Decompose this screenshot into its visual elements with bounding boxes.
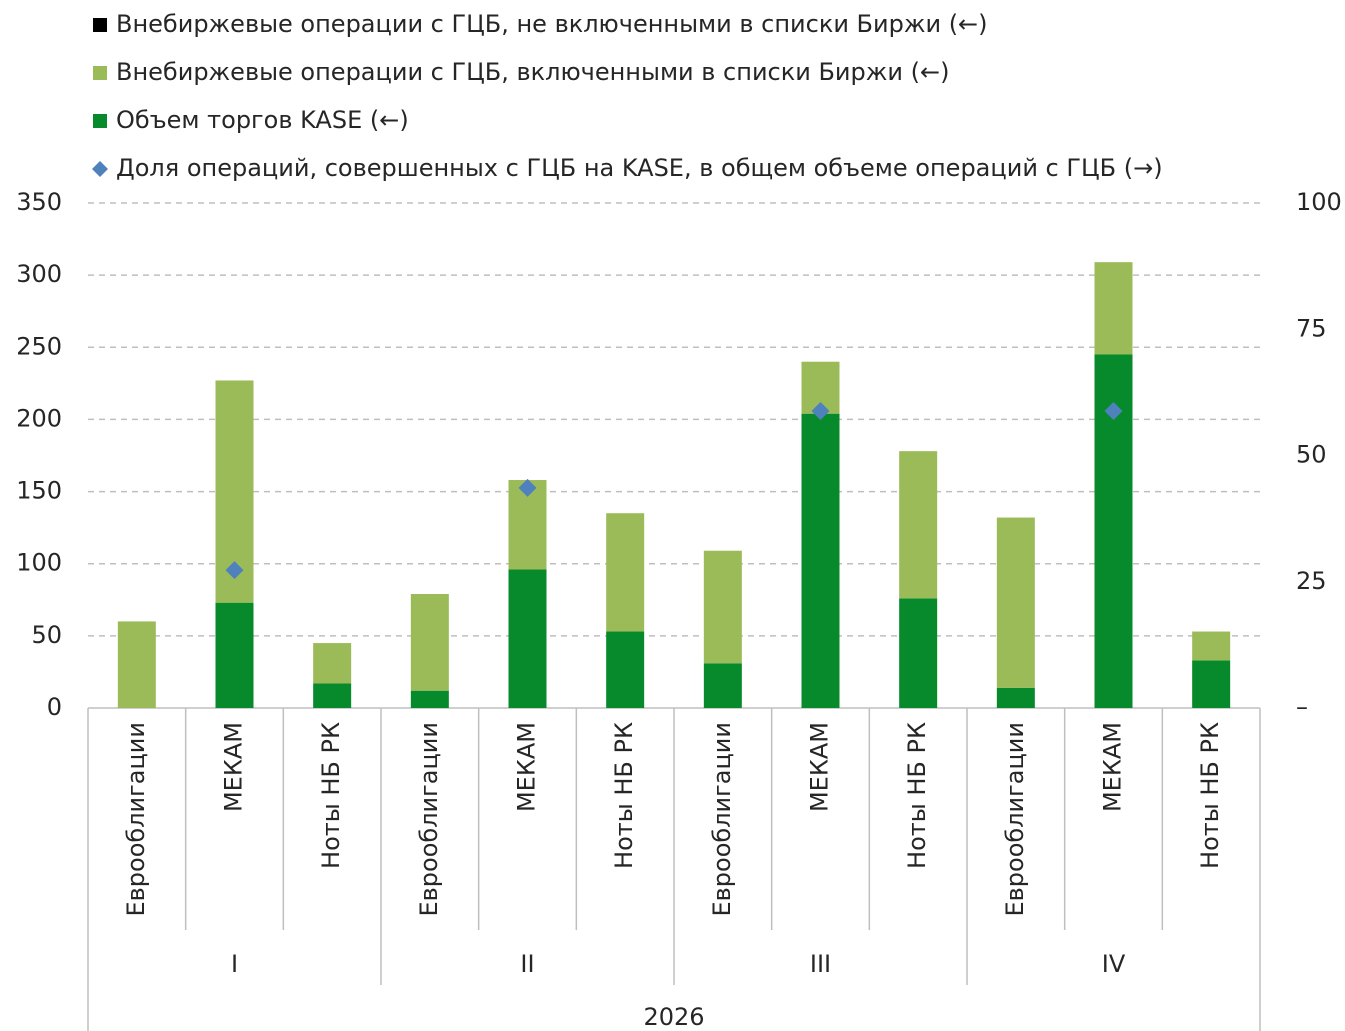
legend-label: Внебиржевые операции с ГЦБ, включенными … <box>116 58 949 86</box>
y-tick-label: 150 <box>16 477 62 505</box>
bar-segment <box>410 594 449 691</box>
legend-label: Доля операций, совершенных с ГЦБ на KASE… <box>116 154 1163 182</box>
x-tick-label: Ноты НБ РК <box>610 722 638 869</box>
y-tick-label: 100 <box>16 549 62 577</box>
marker <box>518 478 537 497</box>
y-tick-label: 50 <box>31 621 62 649</box>
group-label: I <box>231 950 238 978</box>
bar-segment <box>606 631 645 708</box>
x-tick-label: МЕКАМ <box>806 722 834 812</box>
y-tick-label: 350 <box>16 188 62 216</box>
x-tick-label: Ноты НБ РК <box>317 722 345 869</box>
bar-segment <box>508 569 547 708</box>
x-tick-label: Еврооблигации <box>415 722 443 917</box>
x-tick-label: Еврооблигации <box>122 722 150 917</box>
y2-tick-label: 75 <box>1296 314 1327 342</box>
x-tick-label: Ноты НБ РК <box>903 722 931 869</box>
bar-segment <box>215 602 254 708</box>
marker <box>225 561 244 580</box>
y2-tick-label: 25 <box>1296 567 1327 595</box>
bar-segment <box>996 687 1035 708</box>
marker <box>811 402 830 421</box>
legend-label: Внебиржевые операции с ГЦБ, не включенны… <box>116 10 988 38</box>
bar-segment <box>1094 262 1133 355</box>
legend-marker <box>93 114 107 128</box>
x-tick-label: Ноты НБ РК <box>1196 722 1224 869</box>
year-label: 2026 <box>643 1003 704 1031</box>
bar-segment <box>703 663 742 708</box>
x-tick-label: МЕКАМ <box>1099 722 1127 812</box>
x-tick-label: Еврооблигации <box>1001 722 1029 917</box>
group-label: III <box>810 950 831 978</box>
bar-segment <box>313 683 352 708</box>
legend-marker <box>92 161 108 177</box>
bar-segment <box>996 517 1035 688</box>
bar-segment <box>606 513 645 632</box>
bar-segment <box>410 690 449 708</box>
bar-segment <box>703 550 742 664</box>
bar-segment <box>313 643 352 684</box>
y-tick-label: 300 <box>16 260 62 288</box>
bar-segment <box>117 621 156 708</box>
y2-tick-label: 100 <box>1296 188 1342 216</box>
y-tick-label: 0 <box>47 693 62 721</box>
marker <box>1104 402 1123 421</box>
legend-marker <box>93 18 107 32</box>
bar-segment <box>899 451 938 599</box>
x-tick-label: Еврооблигации <box>708 722 736 917</box>
x-tick-label: МЕКАМ <box>513 722 541 812</box>
y2-tick-label: – <box>1296 693 1308 721</box>
legend-label: Объем торгов KASE (←) <box>116 106 409 134</box>
bar-segment <box>899 598 938 708</box>
bar-segment <box>1192 631 1231 661</box>
group-label: IV <box>1102 950 1126 978</box>
bar-segment <box>1192 660 1231 708</box>
y-tick-label: 200 <box>16 404 62 432</box>
group-label: II <box>520 950 534 978</box>
legend-marker <box>93 66 107 80</box>
y-tick-label: 250 <box>16 332 62 360</box>
y2-tick-label: 50 <box>1296 441 1327 469</box>
x-tick-label: МЕКАМ <box>220 722 248 812</box>
bar-segment <box>801 413 840 708</box>
